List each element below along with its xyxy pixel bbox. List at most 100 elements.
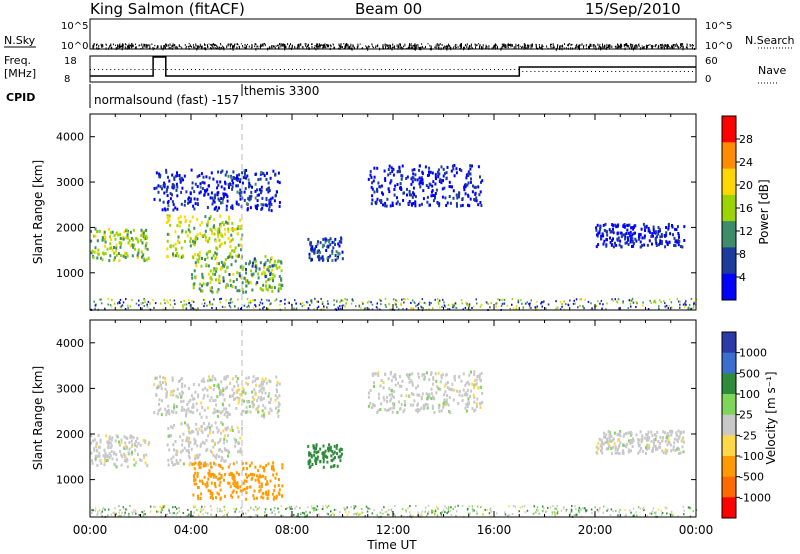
echo-cell [156,412,159,416]
echo-cell [218,279,221,283]
echo-cell [246,174,249,178]
ground-scatter-cell [495,302,497,305]
ground-scatter-cell [585,509,588,512]
echo-cell [399,186,401,190]
nave-point [397,69,398,70]
echo-cell [647,227,650,230]
echo-cell [461,197,464,201]
echo-cell [340,448,343,452]
echo-cell [223,448,226,452]
echo-cell [476,397,479,401]
noise-point [466,43,468,46]
echo-cell [266,171,268,175]
echo-cell [277,171,280,175]
echo-cell [382,203,384,207]
nave-point [142,69,144,70]
echo-cell [230,205,232,209]
echo-cell [653,433,656,437]
ground-scatter-cell [237,298,239,301]
noise-point [307,44,309,48]
echo-cell [230,263,233,267]
echo-cell [187,407,190,411]
echo-cell [125,228,128,232]
echo-cell [470,177,472,181]
echo-cell [217,441,220,445]
echo-cell [140,239,143,242]
noise-point [96,44,97,47]
echo-cell [183,446,186,450]
noise-point [504,44,506,47]
ground-scatter-cell [94,507,97,510]
echo-cell [279,260,282,264]
echo-cell [174,174,177,178]
ground-scatter-cell [688,303,691,306]
echo-cell [271,196,274,200]
echo-cell [400,403,403,406]
noise-point [255,47,257,51]
echo-cell [433,410,436,414]
ground-scatter-cell [533,505,535,508]
noise-point [391,47,393,51]
noise-point [299,43,301,45]
ground-scatter-cell [135,302,138,305]
noise-point [174,44,176,46]
ground-scatter-cell [653,511,656,514]
echo-cell [399,407,401,411]
noise-point [605,46,607,50]
echo-cell [210,191,213,195]
echo-cell [187,400,190,404]
noise-point [671,45,673,48]
noise-point [340,44,342,46]
ground-scatter-cell [176,511,179,514]
noise-point [210,47,212,50]
echo-cell [209,269,212,273]
echo-cell [189,461,192,465]
echo-cell [166,247,169,251]
echo-cell [405,177,408,180]
echo-cell [399,182,402,186]
echo-cell [157,184,160,188]
echo-cell [308,451,311,455]
ground-scatter-cell [467,512,470,515]
noise-point [413,45,415,47]
echo-cell [473,396,476,400]
noise-point [390,44,391,48]
echo-cell [235,278,238,282]
noise-point [213,43,215,46]
ground-scatter-cell [203,302,206,305]
nave-point [187,69,188,70]
echo-cell [657,226,660,229]
echo-cell [329,243,332,247]
noise-point [297,45,299,48]
echo-cell [212,445,215,449]
echo-cell [206,251,209,255]
echo-cell [170,409,173,413]
ground-scatter-cell [237,307,240,310]
echo-cell [389,399,392,403]
ground-scatter-cell [410,307,412,310]
echo-cell [477,185,480,189]
echo-cell [264,261,267,265]
ground-scatter-cell [487,303,489,305]
echo-cell [396,200,399,204]
echo-cell [433,194,436,198]
echo-cell [188,444,191,448]
noise-point [322,47,324,49]
ground-scatter-cell [360,508,363,510]
echo-cell [207,219,210,223]
echo-cell [659,435,662,439]
colorbar-tick-label: 28 [739,133,753,146]
echo-cell [225,193,228,197]
ground-scatter-cell [565,303,567,306]
echo-cell [634,237,637,241]
echo-cell [101,236,104,240]
ground-scatter-cell [679,306,681,309]
echo-cell [235,471,238,475]
noise-point [469,44,471,48]
echo-cell [96,454,99,458]
noise-point [527,46,529,49]
echo-cell [190,197,192,201]
echo-cell [255,377,258,381]
echo-cell [228,183,231,187]
